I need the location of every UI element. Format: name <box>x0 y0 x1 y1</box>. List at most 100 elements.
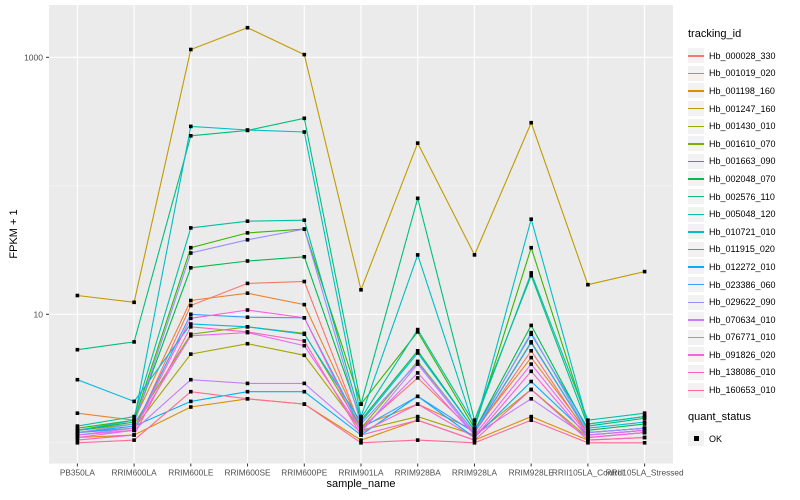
legend-line-icon <box>688 125 704 128</box>
data-point <box>302 389 307 394</box>
data-point <box>529 418 533 422</box>
data-point <box>189 298 193 303</box>
legend-line-icon <box>688 319 704 321</box>
data-point <box>189 334 193 338</box>
data-point <box>359 402 363 406</box>
data-point <box>586 428 590 433</box>
legend-label: Hb_023386_060 <box>709 279 776 290</box>
data-point <box>586 282 590 287</box>
quant-status-items: OK <box>688 430 798 448</box>
data-point <box>75 428 80 433</box>
data-point <box>415 376 420 380</box>
x-tick-label: RRIM901LA <box>338 468 384 478</box>
legend-line-icon <box>688 160 704 163</box>
data-point <box>359 418 363 422</box>
data-point <box>302 302 307 307</box>
legend-key-swatch <box>688 312 704 328</box>
y-tick-label: 10 <box>34 309 44 319</box>
data-point <box>415 141 420 145</box>
quant-legend-key <box>688 431 704 447</box>
data-point <box>245 341 250 346</box>
x-tick-label: PB350LA <box>60 468 96 478</box>
quant-legend-item-OK: OK <box>688 430 798 448</box>
data-point <box>415 402 420 406</box>
legend-item-Hb_011915_020: Hb_011915_020 <box>688 241 798 259</box>
legend-label: Hb_029622_090 <box>709 297 776 308</box>
x-tick-label: RRIM928LE <box>509 468 555 478</box>
data-point <box>189 377 193 382</box>
data-point <box>529 271 533 275</box>
data-point <box>302 332 307 336</box>
data-point <box>189 245 193 250</box>
data-point <box>302 130 307 134</box>
data-point <box>359 441 363 445</box>
data-point <box>302 116 307 121</box>
data-point <box>415 330 420 334</box>
legend-line-icon <box>688 354 704 356</box>
data-point <box>189 316 193 321</box>
legend-key-swatch <box>688 65 704 81</box>
data-point <box>529 369 533 374</box>
data-point <box>472 430 477 435</box>
data-point <box>302 381 307 386</box>
data-point <box>132 300 136 305</box>
data-point <box>132 418 136 422</box>
data-point <box>359 414 363 419</box>
quant-legend-label: OK <box>709 433 723 444</box>
data-point <box>586 430 590 435</box>
data-point <box>415 362 420 366</box>
data-point <box>302 227 307 231</box>
data-point <box>132 426 136 430</box>
data-point <box>75 347 80 352</box>
data-point <box>189 325 193 329</box>
data-point <box>642 435 647 440</box>
data-point <box>415 438 420 442</box>
legend-item-Hb_002576_110: Hb_002576_110 <box>688 188 798 206</box>
legend-items: Hb_000028_330 Hb_001019_020 Hb_001198_160 H… <box>688 47 798 399</box>
data-point <box>245 381 250 386</box>
data-point <box>245 259 250 263</box>
y-axis-title: FPKM + 1 <box>8 209 20 259</box>
data-point <box>415 253 420 257</box>
data-point <box>75 424 80 428</box>
x-tick-label: RRIM600PE <box>281 468 328 478</box>
legend-label: Hb_000028_330 <box>709 50 776 61</box>
legend-key-swatch <box>688 171 704 187</box>
data-point <box>245 389 250 394</box>
data-point <box>302 339 307 343</box>
legend-label: Hb_002576_110 <box>709 191 775 202</box>
legend-line-icon <box>688 72 704 75</box>
data-point <box>189 322 193 326</box>
data-point <box>245 25 250 30</box>
data-point <box>132 424 136 428</box>
x-axis-title: sample_name <box>326 478 396 490</box>
legend-line-icon <box>688 108 704 110</box>
data-point <box>302 353 307 358</box>
data-point <box>642 441 647 445</box>
data-point <box>189 389 193 394</box>
legend-item-Hb_023386_060: Hb_023386_060 <box>688 276 798 294</box>
data-point <box>642 428 647 433</box>
black-square-point-icon <box>693 436 699 442</box>
data-point <box>415 196 420 201</box>
legend-label: Hb_001198_160 <box>709 85 775 96</box>
legend: tracking_id Hb_000028_330 Hb_001019_020 Hb… <box>688 28 798 447</box>
legend-line-icon <box>688 90 704 92</box>
legend-label: Hb_070634_010 <box>709 314 776 325</box>
data-point <box>189 47 193 52</box>
x-tick-label: RRIM600LE <box>168 468 214 478</box>
data-point <box>189 124 193 129</box>
data-point <box>245 325 250 329</box>
quant-status-legend: quant_status OK <box>688 411 798 448</box>
legend-item-Hb_070634_010: Hb_070634_010 <box>688 311 798 329</box>
legend-line-icon <box>688 266 704 268</box>
legend-label: Hb_138086_010 <box>709 367 776 378</box>
data-point <box>359 288 363 292</box>
data-point <box>75 377 80 382</box>
data-point <box>132 422 136 426</box>
legend-item-Hb_005048_120: Hb_005048_120 <box>688 205 798 223</box>
data-point <box>472 253 477 257</box>
legend-title-tracking-id: tracking_id <box>688 28 742 40</box>
legend-item-Hb_029622_090: Hb_029622_090 <box>688 293 798 311</box>
